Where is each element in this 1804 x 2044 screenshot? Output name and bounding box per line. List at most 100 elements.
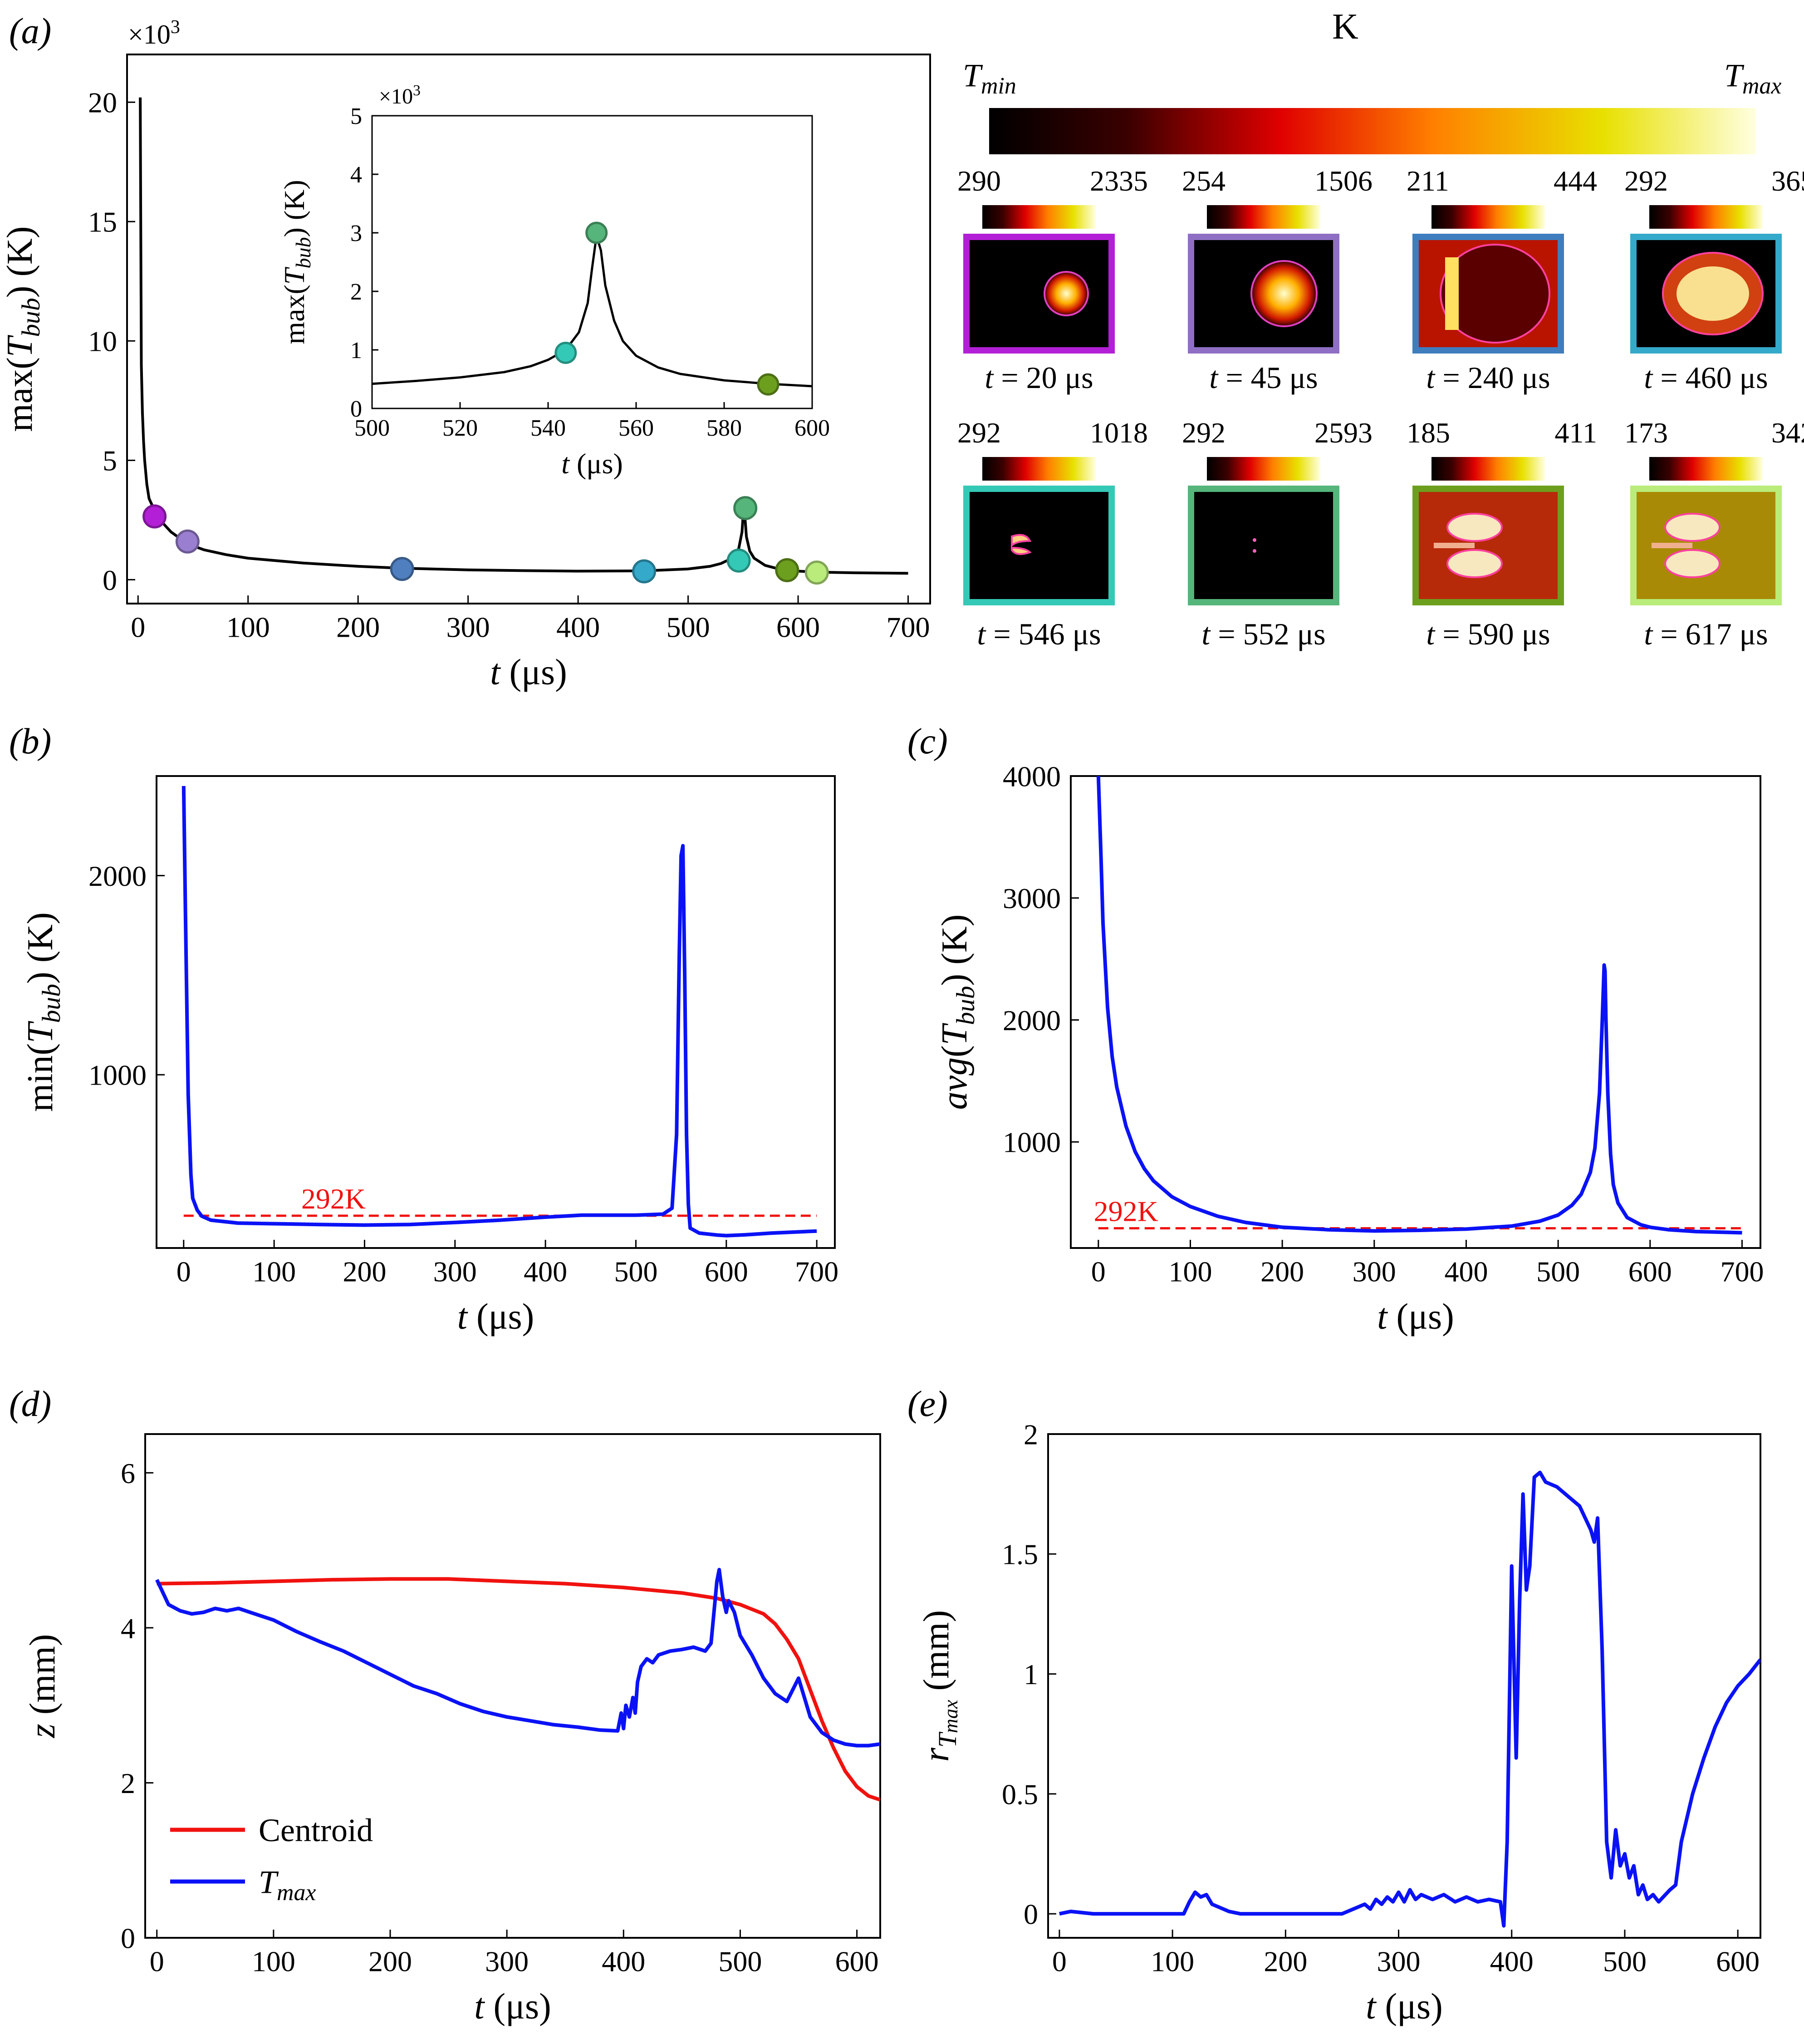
snapshot-time: t = 240 μs	[1426, 360, 1550, 395]
x-tick-label: 600	[1716, 1946, 1760, 1978]
bubble-core	[1677, 266, 1749, 321]
y-tick-label: 5	[103, 445, 117, 477]
snapshot-max: 444	[1554, 165, 1597, 197]
legend-label-tmax: Tmax	[259, 1864, 316, 1906]
snapshot-min: 290	[957, 165, 1001, 197]
x-tick-label: 540	[530, 415, 566, 441]
series-line-1	[1096, 776, 1742, 1235]
colorbar-unit: K	[1332, 7, 1358, 47]
x-tick-label: 100	[252, 1256, 296, 1288]
marker-point	[733, 496, 758, 521]
snapshot-colorbar	[982, 205, 1096, 229]
snapshot-max: 365	[1771, 165, 1804, 197]
x-tick-label: 580	[706, 415, 742, 441]
y-tick-label: 0	[350, 396, 362, 422]
marker-point	[757, 373, 779, 396]
snapshot-min: 173	[1624, 417, 1668, 449]
x-tick-label: 500	[354, 415, 390, 441]
y-tick-label: 4	[350, 162, 362, 188]
snapshot-frame	[963, 234, 1115, 354]
panel-label: (d)	[9, 1384, 51, 1424]
y-tick-label: 2	[350, 279, 362, 305]
x-axis-label: t (μs)	[457, 1297, 534, 1337]
colorbar-tmin: Tmin	[963, 57, 1016, 99]
y-axis-label: rTmax (mm)	[917, 1610, 962, 1762]
x-tick-label: 700	[795, 1256, 838, 1288]
x-tick-label: 0	[1091, 1256, 1106, 1288]
x-tick-label: 700	[1720, 1256, 1764, 1288]
y-tick-label: 1000	[1003, 1126, 1061, 1159]
bubble-shape	[1044, 271, 1089, 316]
y-tick-label: 0	[121, 1922, 135, 1954]
bubble-lobe-lower	[1664, 549, 1721, 578]
x-tick-label: 700	[887, 611, 930, 644]
snapshot-time: t = 20 μs	[985, 360, 1093, 395]
snapshot-time: t = 546 μs	[977, 617, 1101, 651]
marker-point	[554, 341, 577, 364]
series-line-2	[155, 1567, 880, 1748]
snapshot-min: 292	[1624, 165, 1668, 197]
x-tick-label: 400	[1444, 1256, 1488, 1288]
main-colorbar	[989, 108, 1756, 154]
chart-e: 0 100 200 300 400 500 600 0 0.5 1 1.5 2 t (μs) rTmax …	[917, 1418, 1761, 2027]
x-tick-label: 0	[131, 611, 145, 644]
x-tick-label: 400	[524, 1256, 567, 1288]
y-axis-label: max(Tbub) (K)	[0, 226, 45, 432]
x-tick-label: 200	[343, 1256, 386, 1288]
bubble-shape	[1253, 538, 1256, 542]
y-tick-label: 3000	[1003, 882, 1061, 914]
x-tick-label: 520	[442, 415, 478, 441]
snapshot-6: 292 2593 t = 552 μs	[1182, 417, 1373, 651]
x-tick-label: 200	[336, 611, 380, 644]
snapshot-colorbar	[1649, 205, 1763, 229]
y-axis-label: z (mm)	[23, 1634, 63, 1739]
y-axis-label: avg(Tbub) (K)	[935, 914, 980, 1110]
reference-label: 292K	[301, 1183, 366, 1215]
x-tick-label: 500	[614, 1256, 657, 1288]
plot-frame-a	[126, 54, 931, 604]
marker-point	[390, 557, 414, 581]
x-tick-label: 600	[776, 611, 820, 644]
y-tick-label: 1.5	[1002, 1538, 1038, 1571]
y-tick-label: 2	[121, 1767, 135, 1799]
y-tick-label: 3	[350, 221, 362, 246]
snapshot-frame	[963, 486, 1115, 605]
plot-frame-d	[144, 1433, 881, 1939]
y-tick-label: 1000	[88, 1059, 147, 1091]
snapshot-colorbar	[1431, 205, 1545, 229]
y-tick-label: 1	[350, 338, 362, 364]
bubble-jet	[1434, 543, 1475, 548]
x-axis-label: t (μs)	[1377, 1297, 1454, 1337]
snapshot-min: 254	[1182, 165, 1226, 197]
x-tick-label: 300	[433, 1256, 477, 1288]
x-tick-label: 200	[1260, 1256, 1304, 1288]
snapshot-2: 254 1506 t = 45 μs	[1182, 165, 1373, 395]
y-tick-label: 4000	[1003, 760, 1061, 792]
plot-frame-e	[1047, 1433, 1761, 1939]
snapshot-time: t = 460 μs	[1644, 360, 1768, 395]
legend: Centroid	[170, 1812, 373, 1884]
snapshot-time: t = 45 μs	[1209, 360, 1318, 395]
bubble-shape	[1440, 244, 1550, 344]
series-line-1	[372, 235, 812, 388]
x-tick-label: 0	[176, 1256, 191, 1288]
panel-label: (a)	[9, 11, 51, 51]
bubble-shape	[1253, 549, 1256, 553]
snapshot-max: 342	[1771, 417, 1804, 449]
x-tick-label: 300	[1353, 1256, 1396, 1288]
marker-point	[726, 548, 751, 573]
snapshot-time: t = 617 μs	[1644, 617, 1768, 651]
x-axis-label: t (μs)	[474, 1987, 551, 2027]
x-tick-label: 100	[1151, 1946, 1194, 1978]
bubble-hot-band	[1445, 257, 1459, 330]
series-line-1	[139, 97, 908, 575]
x-tick-label: 600	[1628, 1256, 1672, 1288]
y-tick-label: 2000	[88, 860, 147, 892]
panel-label: (b)	[9, 722, 51, 762]
y-tick-label: 20	[88, 87, 117, 119]
bubble-lobe-lower	[1446, 549, 1503, 578]
snapshot-8: 173 342 t = 617 μs	[1624, 417, 1804, 651]
x-tick-label: 0	[1052, 1946, 1067, 1978]
bubble-shape	[1250, 260, 1318, 327]
inset-axis-multiplier: ×103	[379, 82, 421, 109]
